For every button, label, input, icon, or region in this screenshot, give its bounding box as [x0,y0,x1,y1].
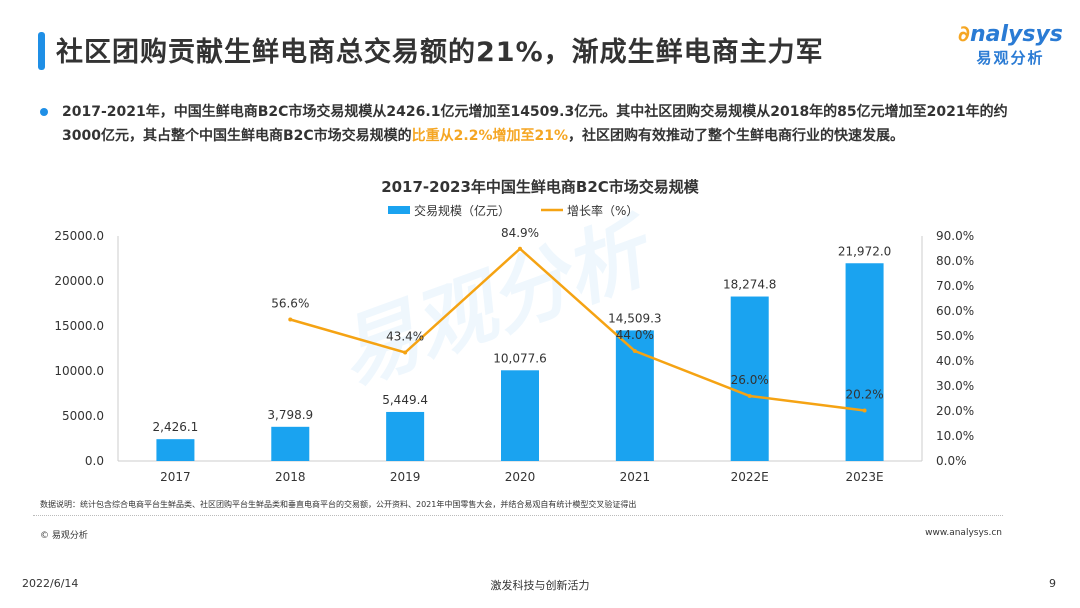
y-left-tick-label: 0.0 [85,454,104,468]
y-right-tick-label: 80.0% [936,254,974,268]
copyright: © 易观分析 [40,531,88,541]
y-right-tick-label: 0.0% [936,454,967,468]
legend-bar-label: 交易规模（亿元） [414,203,510,218]
line-point [747,394,752,398]
x-tick-label: 2023E [846,470,884,484]
bar-data-label: 3,798.9 [267,408,313,422]
y-right-tick-label: 30.0% [936,379,974,393]
line-point [403,350,408,355]
y-left-tick-label: 5000.0 [62,409,104,423]
summary-text: 2017-2021年，中国生鲜电商B2C市场交易规模从2426.1亿元增加至14… [62,104,1008,144]
y-left-tick-label: 20000.0 [54,274,104,288]
line-data-label: 26.0% [731,373,769,387]
bar-data-label: 5,449.4 [382,393,428,407]
bar [271,426,310,461]
slogan: 激发科技与创新活力 [490,579,590,592]
page-title: 社区团购贡献生鲜电商总交易额的21%，渐成生鲜电商主力军 [56,37,824,68]
bar-data-label: 2,426.1 [153,420,199,434]
analysys-logo: ∂nalysys 易观分析 [958,22,1063,67]
line-data-label: 43.4% [386,330,424,344]
bar-data-label: 10,077.6 [493,351,546,365]
legend-bar-swatch [388,206,410,214]
title-accent-bar [38,32,45,70]
growth-rate-line [289,247,865,412]
bar-data-label: 21,972.0 [838,244,891,258]
y-right-tick-label: 50.0% [936,329,974,343]
line-data-label: 84.9% [501,226,539,240]
y-left-tick-label: 15000.0 [54,319,104,333]
bar [845,263,884,461]
bar [156,439,195,461]
divider [33,515,1003,516]
line-point [518,246,522,251]
bar-data-label: 14,509.3 [608,311,661,325]
y-right-tick-label: 20.0% [936,404,974,418]
x-tick-label: 2017 [160,470,191,484]
bar [501,370,539,461]
bar [386,411,425,461]
line-data-label: 56.6% [271,297,309,311]
website-link[interactable]: www.analysys.cn [925,528,1002,538]
line-data-label: 20.2% [846,388,884,402]
page-number: 9 [1049,577,1056,590]
y-right-tick-label: 40.0% [936,354,974,368]
bar-data-label: 18,274.8 [723,278,776,292]
y-right-tick-label: 10.0% [936,429,974,443]
line-data-label: 44.0% [616,328,654,342]
y-right-tick-label: 70.0% [936,279,974,293]
x-tick-label: 2021 [620,470,651,484]
y-right-tick-label: 90.0% [936,229,974,243]
y-left-tick-label: 10000.0 [54,364,104,378]
line-point [862,408,867,413]
y-left-tick-label: 25000.0 [54,229,104,243]
x-tick-label: 2020 [505,470,536,484]
x-tick-label: 2018 [275,470,306,484]
legend-line-label: 增长率（%） [567,203,638,218]
data-note: 数据说明：统计包含综合电商平台生鲜品类、社区团购平台生鲜品类和垂直电商平台的交易… [40,500,637,509]
date: 2022/6/14 [22,577,79,590]
line-point [288,317,293,322]
bar [730,296,769,461]
chart-title: 2017-2023年中国生鲜电商B2C市场交易规模 [381,178,699,196]
y-right-tick-label: 60.0% [936,304,974,318]
x-tick-label: 2019 [390,470,421,484]
bullet-icon [40,108,48,116]
line-point [632,349,637,353]
x-tick-label: 2022E [731,470,769,484]
